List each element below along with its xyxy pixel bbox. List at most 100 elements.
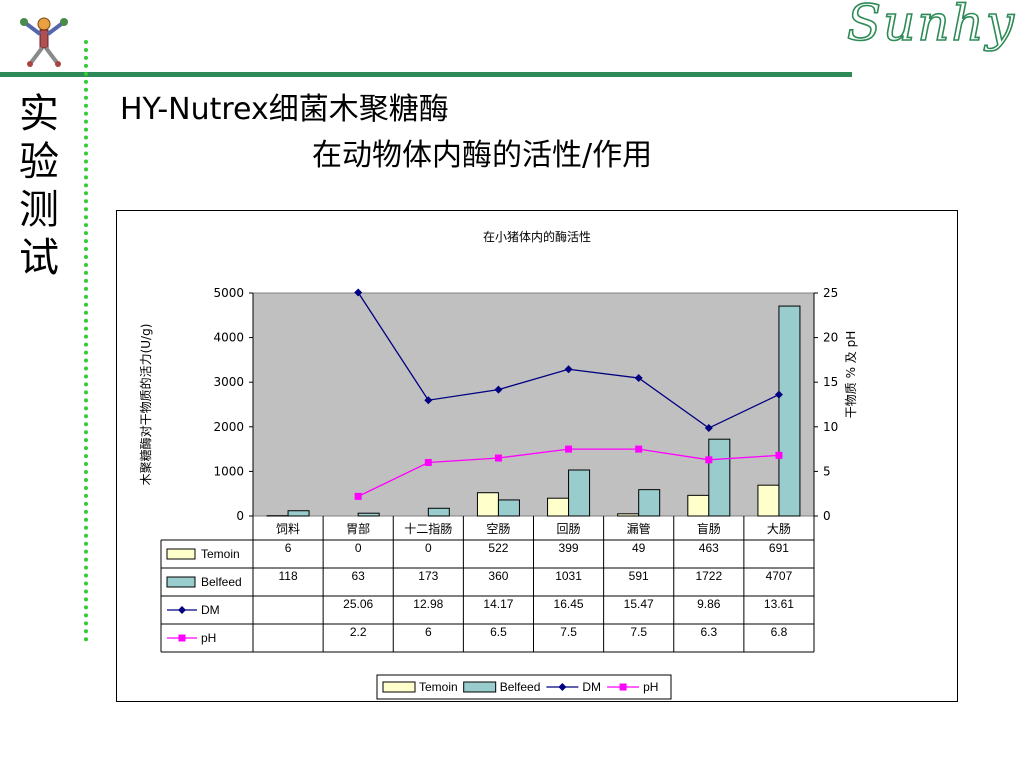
- side-title: 实验测试: [19, 91, 59, 281]
- category-label: 空肠: [486, 522, 510, 536]
- legend-key-temoin: [382, 681, 416, 693]
- table-legend-marker: [178, 634, 186, 642]
- y2-tick-label: 0: [823, 509, 831, 523]
- point-ph: [565, 445, 573, 453]
- point-dm: [774, 390, 783, 399]
- table-series-name: Temoin: [201, 547, 240, 561]
- category-label: 大肠: [767, 522, 791, 536]
- table-cell-value: 13.61: [764, 597, 794, 611]
- point-ph: [635, 445, 643, 453]
- bar-belfeed: [287, 510, 310, 517]
- table-cell-value: 1722: [695, 569, 722, 583]
- bar-temoin: [476, 492, 499, 517]
- bar-belfeed: [427, 507, 450, 517]
- bar-belfeed: [708, 438, 731, 517]
- legend-key-belfeed: [463, 681, 497, 693]
- y2-tick-label: 5: [823, 464, 831, 478]
- table-legend-key-temoin: [166, 548, 196, 560]
- y-tick-label: 4000: [213, 331, 244, 345]
- bar-belfeed: [357, 512, 380, 517]
- slide-title-line2: 在动物体内酶的活性/作用: [312, 138, 653, 173]
- table-cell-value: 14.17: [483, 597, 513, 611]
- slide-title-line1: HY-Nutrex细菌木聚糖酶: [120, 92, 449, 127]
- y2-tick-label: 20: [823, 331, 838, 345]
- y-axis-title: 木聚糖酶对干物质的活力(U/g): [138, 324, 153, 486]
- category-label: 胃部: [346, 521, 370, 536]
- point-dm: [704, 424, 713, 433]
- table-cell-value: 6.3: [700, 625, 717, 639]
- y-tick-label: 0: [236, 509, 244, 523]
- legend-label-temoin: Temoin: [419, 680, 458, 694]
- y2-axis-title: 干物质 % 及 pH: [844, 331, 858, 419]
- y2-tick-label: 15: [823, 375, 838, 389]
- chart-title: 在小猪体内的酶活性: [483, 229, 591, 244]
- chart-container: 在小猪体内的酶活性 0 1000 2000 3000 4000 5000 0 5 10 15 20 25…: [116, 210, 958, 702]
- point-dm: [354, 288, 363, 297]
- table-legend-marker: [178, 606, 186, 614]
- category-label: 盲肠: [697, 521, 721, 536]
- table-cell-value: 9.86: [697, 597, 721, 611]
- table-cell-value: 1031: [555, 569, 582, 583]
- y-tick-label: 3000: [213, 375, 244, 389]
- table-series-name: DM: [201, 603, 220, 617]
- table-cell-value: 0: [355, 541, 362, 555]
- table-cell-value: 6.8: [771, 625, 788, 639]
- bar-belfeed: [568, 469, 591, 517]
- bar-temoin: [687, 494, 710, 517]
- category-label: 十二指肠: [404, 521, 452, 536]
- category-label: 饲料: [276, 522, 300, 536]
- bar-belfeed: [778, 305, 801, 517]
- table-cell-value: 15.47: [624, 597, 654, 611]
- y-tick-label: 2000: [213, 420, 244, 434]
- legend-marker: [619, 683, 627, 691]
- category-label: 回肠: [557, 522, 581, 536]
- table-cell-value: 173: [418, 569, 438, 583]
- point-dm: [634, 374, 643, 383]
- point-dm: [424, 396, 433, 405]
- table-cell-value: 12.98: [413, 597, 443, 611]
- table-series-name: Belfeed: [201, 575, 242, 589]
- legend-marker: [558, 683, 567, 691]
- point-ph: [424, 458, 432, 466]
- y-tick-label: 5000: [213, 286, 244, 300]
- table-cell-value: 463: [699, 541, 719, 555]
- category-label: 漏管: [627, 521, 651, 536]
- enzyme-activity-chart: 在小猪体内的酶活性 0 1000 2000 3000 4000 5000 0 5 10 15 20 25…: [138, 229, 858, 700]
- table-cell-value: 591: [629, 569, 649, 583]
- table-cell-value: 63: [352, 569, 366, 583]
- vertical-dotted-divider: [84, 40, 88, 642]
- legend-label-belfeed: Belfeed: [500, 680, 541, 694]
- table-cell-value: 16.45: [554, 597, 584, 611]
- table-cell-value: 6: [425, 625, 432, 639]
- brand-wordmark: Sunhy: [846, 0, 1016, 53]
- bar-belfeed: [638, 489, 661, 517]
- point-ph: [775, 451, 783, 459]
- bar-temoin: [547, 497, 570, 517]
- legend-label-dm: DM: [582, 680, 601, 694]
- table-cell-value: 360: [488, 569, 508, 583]
- bar-temoin: [757, 484, 780, 517]
- table-series-name: pH: [201, 631, 216, 645]
- bar-belfeed: [497, 499, 520, 517]
- point-ph: [354, 492, 362, 500]
- table-cell-value: 399: [559, 541, 579, 555]
- y2-tick-label: 25: [823, 286, 838, 300]
- y-tick-label: 1000: [213, 464, 244, 478]
- legend-label-ph: pH: [643, 680, 658, 694]
- point-ph: [705, 456, 713, 464]
- point-ph: [494, 454, 502, 462]
- point-dm: [494, 385, 503, 394]
- y2-tick-label: 10: [823, 420, 838, 434]
- bar-temoin: [617, 513, 640, 517]
- table-cell-value: 4707: [766, 569, 793, 583]
- table-legend-key-belfeed: [166, 576, 196, 588]
- table-cell-value: 25.06: [343, 597, 373, 611]
- table-cell-value: 2.2: [350, 625, 367, 639]
- table-cell-value: 6.5: [490, 625, 507, 639]
- table-cell-value: 118: [278, 569, 297, 583]
- table-cell-value: 6: [285, 541, 292, 555]
- table-cell-value: 49: [632, 541, 646, 555]
- molecule-figure-icon: [20, 17, 68, 67]
- point-dm: [564, 365, 573, 374]
- table-cell-value: 0: [425, 541, 432, 555]
